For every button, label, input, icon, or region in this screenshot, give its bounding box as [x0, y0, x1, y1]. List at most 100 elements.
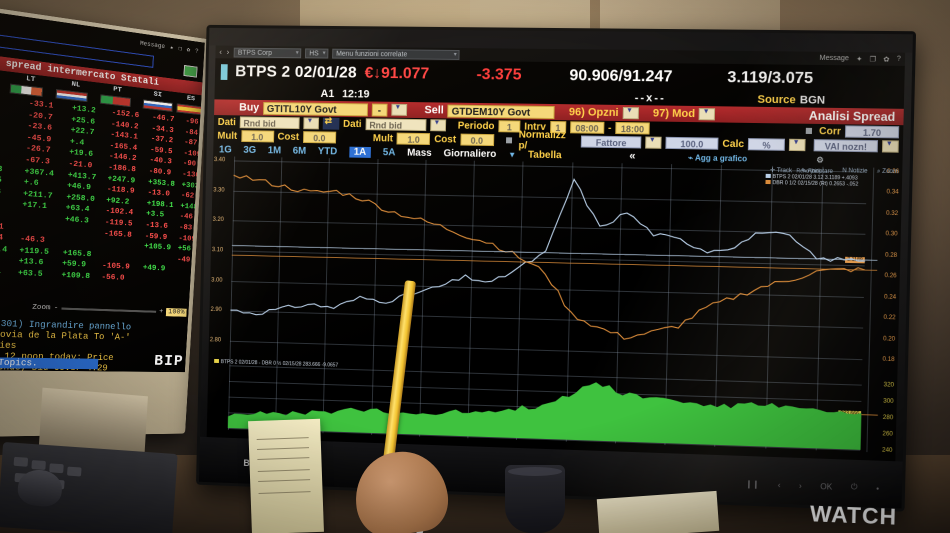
price-change: -3.375 — [476, 65, 522, 84]
monitor-osd-buttons[interactable]: ❙❙ ‹ › OK ⏻ • — [745, 478, 879, 493]
periodo-label: Periodo — [457, 120, 495, 132]
table-cell: 94.6 — [0, 186, 1, 199]
zoom-plus-button[interactable]: + — [158, 307, 164, 316]
help-icon[interactable]: ? — [896, 55, 901, 63]
last-value-line — [232, 245, 877, 260]
left-selected-news[interactable]: n of Topics. — [0, 356, 99, 370]
last-value-line — [232, 255, 877, 270]
zoom-tool[interactable]: ⌕ Zoom — [876, 168, 899, 176]
val-nozn-field[interactable]: VAl nozn! — [813, 139, 879, 153]
prev-icon[interactable]: ‹ — [777, 479, 781, 490]
source-value: BGN — [799, 93, 826, 107]
val-dropdown-icon[interactable] — [882, 140, 899, 153]
buy-label: Buy — [239, 101, 260, 114]
pause-icon[interactable]: ❙❙ — [745, 478, 760, 489]
corr-checkbox[interactable] — [805, 125, 816, 136]
table-cell: +102.4 — [0, 244, 8, 255]
collapse-button[interactable]: « — [629, 150, 636, 163]
gear-icon[interactable]: ✿ — [186, 46, 191, 54]
mod-menu[interactable]: 97) Mod — [652, 107, 696, 121]
gear-icon[interactable]: ✿ — [883, 55, 890, 64]
fattore-value-field[interactable]: 100.0 — [665, 136, 719, 150]
tab-1g[interactable]: 1G — [218, 144, 232, 156]
tab-5a[interactable]: 5A — [382, 146, 396, 158]
minus-button[interactable]: - — [371, 103, 388, 117]
related-functions-combo[interactable]: Menu funzioni correlate — [332, 48, 460, 60]
sell-security-field[interactable]: GTDEM10Y Govt — [447, 104, 556, 119]
next-icon[interactable]: › — [798, 480, 802, 490]
yield-chart[interactable]: ✛ Track ✎ Annotare N Notizie ⌕ Zoom 3.40… — [208, 156, 903, 378]
tab-1a-selected[interactable]: 1A — [348, 146, 372, 158]
agg-a-grafico-button[interactable]: ⌁ Agg a grafico — [687, 152, 748, 163]
last-price: €↓91.077 — [364, 64, 430, 82]
notepad — [248, 418, 324, 533]
left-monitor: Message ★ ❐ ✿ ? e spread intermercato St… — [0, 6, 209, 438]
left-green-icon[interactable] — [183, 64, 198, 78]
settings-icon[interactable]: ⚙ — [816, 154, 824, 165]
power-icon[interactable]: ⏻ — [850, 482, 858, 492]
zoom-slider[interactable] — [61, 307, 157, 313]
col-lt: LT — [25, 74, 36, 85]
quote-time: 12:19 — [341, 87, 370, 101]
calc-dropdown-icon[interactable] — [789, 138, 806, 152]
cost-field-right[interactable]: 0.0 — [459, 133, 494, 147]
nav-forward-icon[interactable]: › — [226, 47, 231, 57]
corr-field[interactable]: 1.70 — [844, 125, 900, 139]
zoom-minus-button[interactable]: - — [53, 303, 59, 313]
dati-field-right[interactable]: Rnd bid — [365, 118, 427, 132]
ticker-combo[interactable]: BTPS Corp — [233, 47, 302, 58]
chevron-down-icon[interactable]: ▼ — [508, 149, 517, 159]
tab-ytd[interactable]: YTD — [317, 145, 338, 157]
table-cell: +63.5 — [17, 269, 43, 280]
cost-field-left[interactable]: 0.0 — [302, 131, 337, 144]
table-cell: -56.0 — [101, 273, 125, 283]
opzioni-menu[interactable]: 96) Opzni — [568, 106, 619, 119]
message-label: Message — [819, 54, 850, 63]
mult-label-left: Mult — [217, 130, 238, 142]
spread-last-line — [861, 415, 877, 416]
tab-1m[interactable]: 1M — [267, 144, 282, 156]
dati-right-dropdown-icon[interactable] — [429, 119, 446, 132]
fattore-dropdown-icon[interactable] — [645, 136, 662, 149]
time-to-field[interactable]: 18:00 — [615, 121, 650, 135]
paper-sheet — [596, 490, 720, 533]
quote-cursor — [220, 63, 228, 80]
mult-field-left[interactable]: 1.0 — [240, 130, 274, 143]
watch-label: WATCH — [809, 500, 898, 530]
dot-icon[interactable]: • — [876, 483, 880, 493]
buy-security-field[interactable]: GTITL10Y Govt — [262, 101, 368, 116]
sell-label: Sell — [424, 104, 444, 117]
left-message-label: Message — [139, 39, 166, 51]
mult-field-right[interactable]: 1.0 — [396, 132, 431, 146]
star-icon[interactable]: ★ — [169, 43, 174, 52]
series-line-dbr — [230, 175, 867, 346]
mass-button[interactable]: Mass — [407, 147, 432, 159]
star-icon[interactable]: ✦ — [856, 55, 863, 63]
calc-field[interactable]: % — [747, 138, 786, 151]
table-cell: +109.8 — [61, 271, 91, 282]
tick-placeholder: --x-- — [634, 91, 666, 105]
help-icon[interactable]: ? — [194, 47, 199, 55]
copy-icon[interactable]: ❐ — [869, 55, 877, 64]
left-zoom-control[interactable]: Zoom - + 100% — [32, 301, 187, 318]
dati-left-dropdown-icon[interactable] — [303, 117, 319, 130]
tabella-button[interactable]: Tabella — [527, 149, 562, 161]
normalizz-checkbox[interactable] — [505, 135, 514, 146]
dati-label-right: Dati — [343, 118, 362, 130]
copy-icon[interactable]: ❐ — [178, 45, 183, 53]
buy-dropdown-icon[interactable] — [391, 103, 407, 116]
nav-back-icon[interactable]: ‹ — [219, 47, 223, 57]
tab-3g[interactable]: 3G — [243, 144, 257, 156]
swap-icon[interactable] — [322, 117, 340, 130]
dati-field-left[interactable]: Rnd bid — [239, 116, 300, 130]
opzioni-dropdown-icon[interactable] — [622, 106, 639, 120]
frequency-select[interactable]: Giornaliero — [443, 147, 497, 160]
tab-6m[interactable]: 6M — [292, 145, 307, 157]
mod-dropdown-icon[interactable] — [698, 108, 716, 121]
fattore-label-field[interactable]: Fattore — [580, 135, 642, 149]
market-combo[interactable]: HS — [305, 47, 329, 59]
calc-label: Calc — [722, 138, 745, 150]
flag-icon-es — [176, 103, 205, 116]
ok-icon[interactable]: OK — [820, 481, 833, 492]
periodo-field[interactable]: 1 — [498, 120, 521, 133]
